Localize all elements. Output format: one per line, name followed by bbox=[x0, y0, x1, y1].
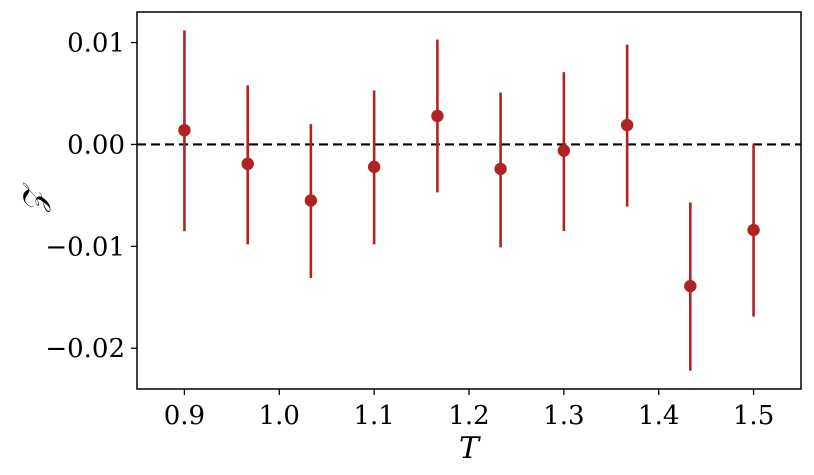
x-tick-label: 1.4 bbox=[638, 401, 679, 431]
data-point bbox=[367, 160, 381, 174]
data-point bbox=[620, 118, 634, 132]
data-point bbox=[178, 123, 191, 137]
y-tick-label: 0.01 bbox=[67, 29, 125, 59]
y-tick-label: −0.01 bbox=[45, 232, 125, 262]
x-axis-label: T bbox=[459, 431, 481, 466]
data-point bbox=[557, 144, 571, 157]
x-tick-label: 1.0 bbox=[259, 401, 300, 431]
y-axis-label: 𝒵 bbox=[17, 182, 52, 213]
x-tick-label: 1.1 bbox=[353, 401, 394, 431]
plot-frame bbox=[136, 11, 802, 390]
data-point bbox=[431, 109, 444, 123]
data-point bbox=[304, 194, 318, 207]
y-tick-label: −0.02 bbox=[45, 334, 125, 364]
x-tick-label: 1.5 bbox=[733, 401, 774, 431]
data-point bbox=[747, 223, 760, 237]
data-point bbox=[684, 279, 697, 293]
x-tick-label: 0.9 bbox=[164, 401, 205, 431]
data-point bbox=[241, 157, 254, 171]
x-tick-label: 1.2 bbox=[448, 401, 489, 431]
x-tick-label: 1.3 bbox=[543, 401, 584, 431]
data-point bbox=[494, 162, 507, 176]
y-tick-label: 0.00 bbox=[67, 130, 125, 160]
